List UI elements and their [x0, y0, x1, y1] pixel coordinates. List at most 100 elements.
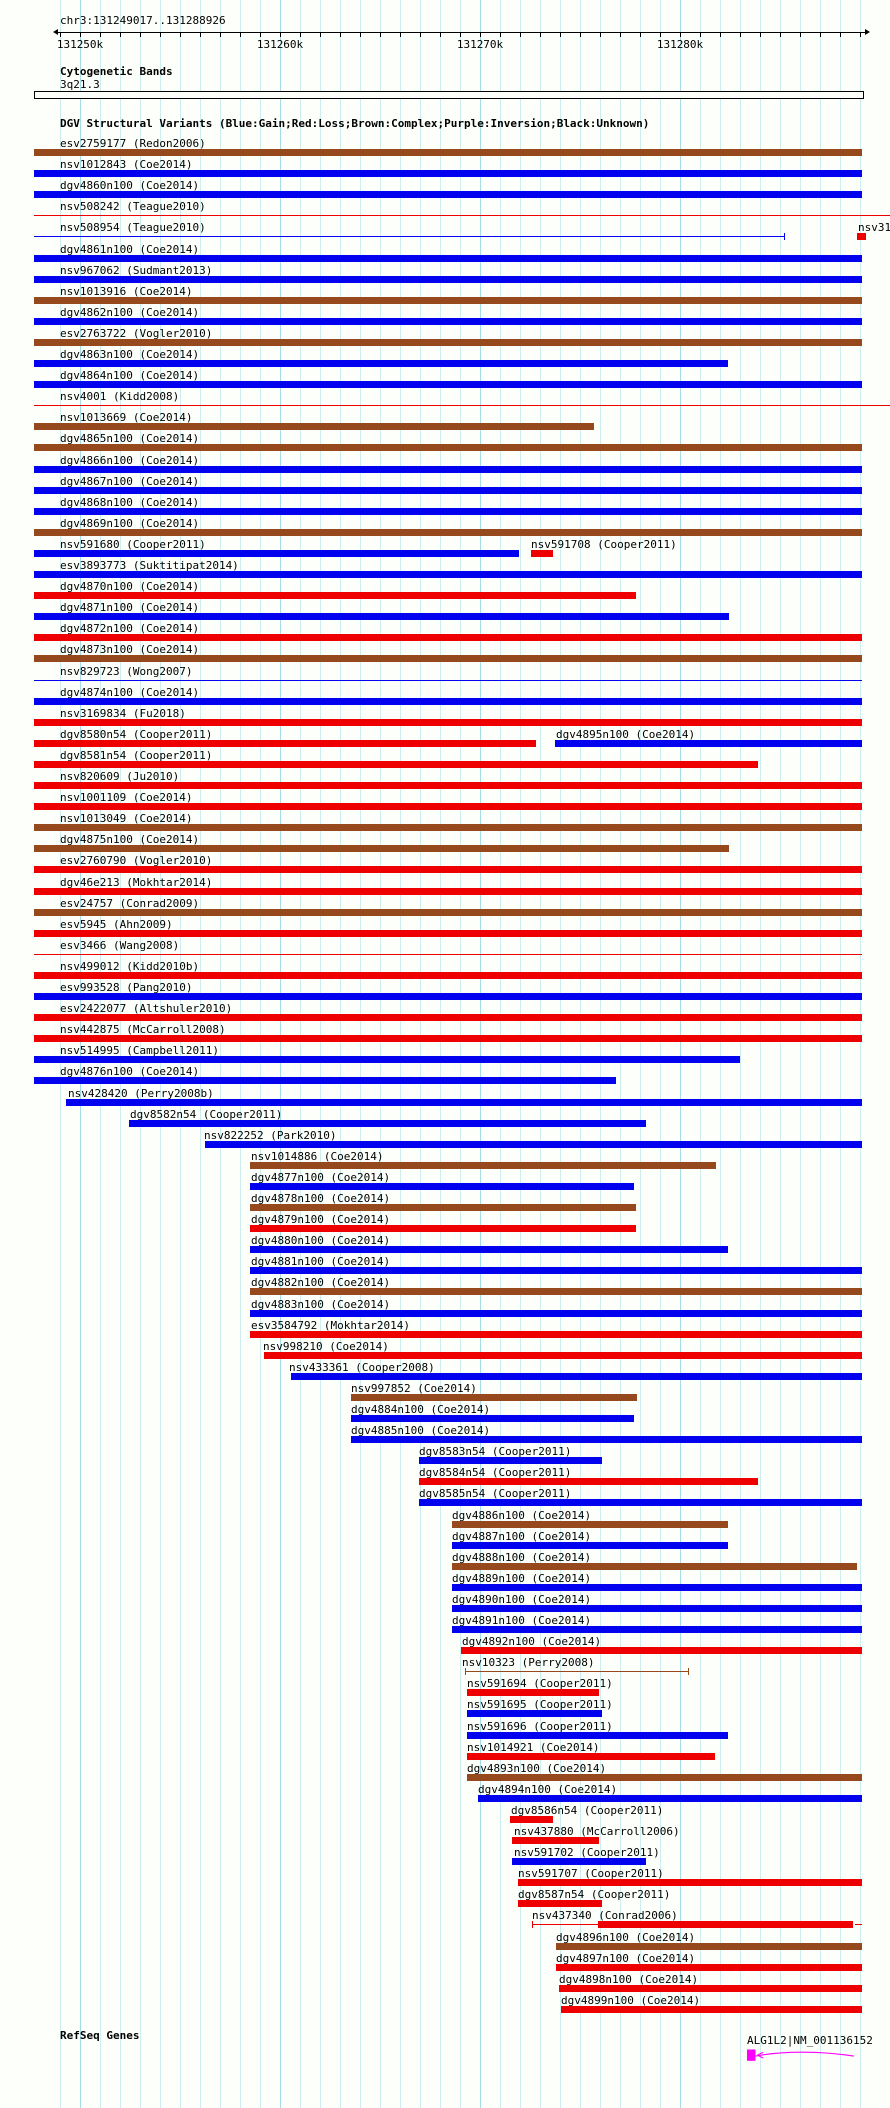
variant-bar[interactable] [532, 1924, 598, 1925]
variant-label[interactable]: dgv4874n100 (Coe2014) [60, 686, 200, 699]
variant-bar[interactable] [855, 1924, 862, 1925]
variant-label[interactable]: nsv591702 (Cooper2011) [514, 1846, 660, 1859]
variant-bar[interactable] [34, 1077, 616, 1084]
variant-bar[interactable] [34, 318, 862, 325]
variant-label[interactable]: dgv4898n100 (Coe2014) [559, 1973, 699, 1986]
variant-bar[interactable] [512, 1837, 599, 1844]
variant-label[interactable]: dgv8584n54 (Cooper2011) [419, 1466, 572, 1479]
variant-bar[interactable] [34, 405, 890, 406]
variant-label[interactable]: dgv4888n100 (Coe2014) [452, 1551, 592, 1564]
variant-label[interactable]: dgv4860n100 (Coe2014) [60, 179, 200, 192]
variant-label[interactable]: dgv46e213 (Mokhtar2014) [60, 876, 213, 889]
variant-label[interactable]: dgv4864n100 (Coe2014) [60, 369, 200, 382]
variant-label[interactable]: dgv4880n100 (Coe2014) [251, 1234, 391, 1247]
variant-bar[interactable] [556, 1943, 862, 1950]
variant-label[interactable]: nsv514995 (Campbell2011) [60, 1044, 219, 1057]
variant-label[interactable]: nsv591694 (Cooper2011) [467, 1677, 613, 1690]
variant-bar[interactable] [250, 1225, 636, 1232]
variant-label[interactable]: nsv1014921 (Coe2014) [467, 1741, 600, 1754]
variant-bar[interactable] [452, 1521, 728, 1528]
refseq-gene-glyph[interactable] [747, 2047, 870, 2069]
variant-label[interactable]: dgv4897n100 (Coe2014) [556, 1952, 696, 1965]
variant-bar[interactable] [205, 1141, 862, 1148]
variant-label[interactable]: nsv998210 (Coe2014) [263, 1340, 389, 1353]
variant-end-tick[interactable] [784, 233, 785, 240]
variant-label[interactable]: dgv4886n100 (Coe2014) [452, 1509, 592, 1522]
variant-bar[interactable] [34, 761, 758, 768]
variant-bar[interactable] [250, 1204, 636, 1211]
variant-label[interactable]: dgv4882n100 (Coe2014) [251, 1276, 391, 1289]
variant-bar[interactable] [34, 466, 862, 473]
variant-bar[interactable] [250, 1162, 716, 1169]
variant-label[interactable]: dgv8585n54 (Cooper2011) [419, 1487, 572, 1500]
variant-label[interactable]: esv2759177 (Redon2006) [60, 137, 206, 150]
variant-label[interactable]: dgv4871n100 (Coe2014) [60, 601, 200, 614]
variant-label[interactable]: dgv4861n100 (Coe2014) [60, 243, 200, 256]
variant-bar[interactable] [34, 339, 862, 346]
variant-bar[interactable] [250, 1246, 728, 1253]
variant-bar[interactable] [34, 423, 594, 430]
variant-bar[interactable] [34, 149, 862, 156]
variant-bar[interactable] [34, 592, 636, 599]
variant-bar[interactable] [34, 444, 862, 451]
variant-label[interactable]: dgv4883n100 (Coe2014) [251, 1298, 391, 1311]
variant-bar[interactable] [34, 276, 862, 283]
variant-bar[interactable] [34, 1014, 862, 1021]
variant-bar[interactable] [555, 740, 862, 747]
variant-label[interactable]: nsv437340 (Conrad2006) [532, 1909, 678, 1922]
variant-bar[interactable] [419, 1478, 758, 1485]
variant-label[interactable]: nsv997852 (Coe2014) [351, 1382, 477, 1395]
variant-label[interactable]: nsv1012843 (Coe2014) [60, 158, 193, 171]
variant-label[interactable]: dgv8587n54 (Cooper2011) [518, 1888, 671, 1901]
refseq-gene-label[interactable]: ALG1L2|NM_001136152 [747, 2034, 873, 2047]
variant-label[interactable]: esv5945 (Ahn2009) [60, 918, 173, 931]
variant-bar[interactable] [34, 719, 862, 726]
variant-bar[interactable] [34, 909, 862, 916]
variant-label[interactable]: dgv4881n100 (Coe2014) [251, 1255, 391, 1268]
variant-label[interactable]: nsv591696 (Cooper2011) [467, 1720, 613, 1733]
variant-label[interactable]: dgv4870n100 (Coe2014) [60, 580, 200, 593]
variant-bar[interactable] [465, 1671, 688, 1672]
variant-bar[interactable] [34, 954, 862, 955]
variant-bar[interactable] [518, 1879, 862, 1886]
variant-bar[interactable] [34, 297, 862, 304]
variant-bar[interactable] [478, 1795, 862, 1802]
cytoband-bar[interactable] [34, 91, 864, 99]
variant-label[interactable]: dgv8580n54 (Cooper2011) [60, 728, 213, 741]
variant-bar[interactable] [34, 993, 862, 1000]
variant-label[interactable]: dgv4868n100 (Coe2014) [60, 496, 200, 509]
variant-label[interactable]: dgv4887n100 (Coe2014) [452, 1530, 592, 1543]
variant-bar[interactable] [510, 1816, 553, 1823]
variant-bar[interactable] [467, 1689, 599, 1696]
variant-bar[interactable] [452, 1605, 862, 1612]
variant-label[interactable]: dgv4872n100 (Coe2014) [60, 622, 200, 635]
variant-label[interactable]: nsv822252 (Park2010) [204, 1129, 337, 1142]
variant-label[interactable]: dgv4878n100 (Coe2014) [251, 1192, 391, 1205]
variant-bar[interactable] [250, 1183, 634, 1190]
variant-bar[interactable] [250, 1331, 862, 1338]
variant-label[interactable]: dgv4877n100 (Coe2014) [251, 1171, 391, 1184]
variant-label[interactable]: dgv4879n100 (Coe2014) [251, 1213, 391, 1226]
variant-bar[interactable] [34, 360, 728, 367]
variant-label[interactable]: nsv1014886 (Coe2014) [251, 1150, 384, 1163]
variant-bar[interactable] [34, 613, 729, 620]
variant-bar[interactable] [34, 191, 862, 198]
variant-label[interactable]: dgv4873n100 (Coe2014) [60, 643, 200, 656]
variant-bar[interactable] [556, 1964, 862, 1971]
variant-label[interactable]: esv3893773 (Suktitipat2014) [60, 559, 239, 572]
variant-label[interactable]: dgv8583n54 (Cooper2011) [419, 1445, 572, 1458]
variant-label[interactable]: nsv433361 (Cooper2008) [289, 1361, 435, 1374]
variant-bar[interactable] [467, 1774, 862, 1781]
variant-bar[interactable] [512, 1858, 646, 1865]
variant-label[interactable]: dgv4894n100 (Coe2014) [478, 1783, 618, 1796]
variant-bar[interactable] [34, 972, 862, 979]
variant-bar[interactable] [34, 571, 862, 578]
variant-label[interactable]: esv24757 (Conrad2009) [60, 897, 200, 910]
variant-bar[interactable] [34, 845, 729, 852]
variant-bar[interactable] [518, 1900, 602, 1907]
variant-label[interactable]: nsv967062 (Sudmant2013) [60, 264, 213, 277]
variant-bar[interactable] [34, 740, 536, 747]
variant-bar[interactable] [351, 1436, 862, 1443]
variant-bar[interactable] [561, 2006, 862, 2013]
variant-bar[interactable] [34, 680, 862, 681]
